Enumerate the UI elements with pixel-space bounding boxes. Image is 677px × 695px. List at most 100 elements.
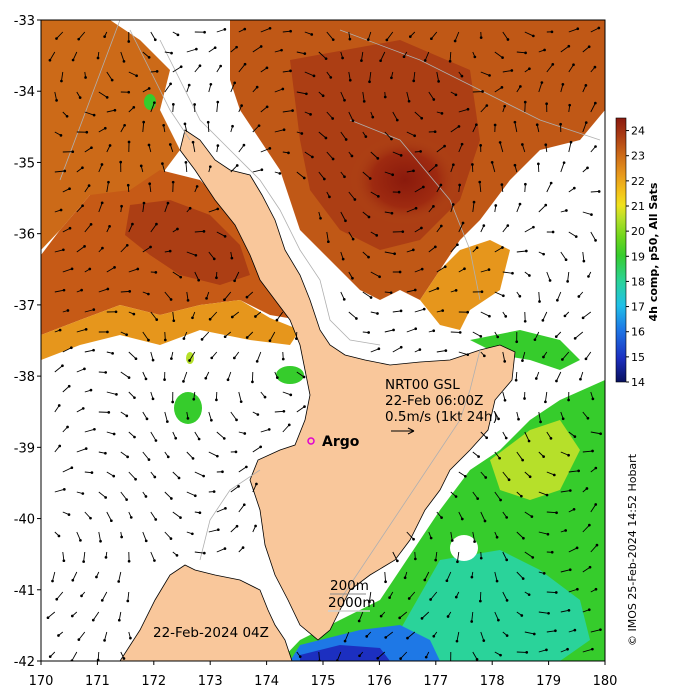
- current-arrow: [502, 31, 509, 40]
- current-arrow-head: [82, 560, 86, 563]
- current-arrow: [479, 182, 482, 193]
- current-arrow-head: [539, 420, 542, 424]
- current-arrow-head: [88, 267, 92, 271]
- current-arrow: [106, 71, 113, 81]
- sst-blob-3: [186, 352, 194, 364]
- current-arrow: [340, 91, 345, 101]
- current-arrow-head: [521, 359, 524, 362]
- current-arrow: [377, 651, 386, 659]
- current-arrow: [380, 51, 386, 61]
- colorbar-tick-label: 24: [631, 125, 645, 138]
- current-arrow-head: [331, 38, 335, 42]
- colorbar-tick-label: 15: [631, 351, 645, 364]
- current-arrow-head: [460, 517, 464, 521]
- current-arrow-head: [399, 309, 403, 313]
- current-arrow-head: [300, 132, 304, 135]
- current-arrow-head: [89, 516, 92, 520]
- current-arrow: [413, 71, 416, 81]
- current-arrow: [106, 182, 109, 193]
- current-arrow-head: [194, 253, 198, 257]
- current-arrow-head: [573, 336, 577, 340]
- current-arrow-head: [104, 496, 108, 499]
- current-arrow-head: [588, 523, 591, 527]
- current-arrow-head: [70, 466, 74, 470]
- current-arrow: [546, 271, 551, 281]
- current-arrow: [164, 411, 168, 422]
- current-arrow-head: [398, 270, 402, 274]
- current-arrow: [260, 106, 268, 113]
- current-arrow-head: [46, 616, 50, 620]
- current-arrow: [400, 651, 408, 659]
- current-arrow-head: [412, 537, 415, 541]
- current-arrow: [76, 205, 83, 213]
- current-arrow-head: [48, 58, 52, 62]
- current-arrow-head: [125, 414, 129, 418]
- current-arrow-head: [584, 357, 588, 361]
- current-arrow-head: [591, 397, 595, 401]
- current-arrow-head: [215, 276, 218, 280]
- current-arrow-head: [89, 222, 93, 226]
- x-tick-label: 179: [536, 674, 561, 689]
- current-arrow-head: [587, 275, 590, 278]
- current-arrow-head: [126, 599, 130, 603]
- current-arrow: [590, 27, 600, 33]
- current-arrow-head: [420, 226, 423, 230]
- current-arrow-head: [92, 348, 95, 352]
- current-arrow-head: [255, 482, 258, 486]
- current-arrow: [230, 165, 238, 173]
- current-arrow: [406, 289, 416, 293]
- current-arrow-head: [530, 515, 534, 518]
- current-arrow: [78, 31, 86, 40]
- current-arrow-head: [567, 398, 570, 402]
- current-arrow-head: [235, 524, 239, 528]
- current-arrow-head: [129, 636, 132, 640]
- current-arrow-head: [55, 98, 58, 102]
- current-arrow: [172, 66, 182, 73]
- current-arrow-head: [482, 354, 486, 358]
- current-arrow: [502, 591, 508, 601]
- current-arrow: [318, 171, 325, 180]
- current-arrow-head: [104, 371, 108, 374]
- current-arrow: [406, 328, 416, 333]
- current-arrow-head: [101, 246, 104, 250]
- current-arrow-head: [163, 378, 166, 381]
- current-arrow-head: [127, 90, 131, 94]
- current-arrow-head: [482, 639, 486, 643]
- current-arrow-head: [463, 267, 466, 271]
- current-arrow-head: [289, 393, 293, 397]
- current-arrow-head: [192, 397, 196, 401]
- current-arrow-head: [107, 411, 111, 414]
- current-arrow: [209, 311, 218, 320]
- current-arrow: [590, 504, 597, 513]
- current-arrow: [546, 182, 552, 193]
- current-arrow-head: [210, 418, 213, 422]
- current-arrow-head: [144, 377, 148, 381]
- contour-label-2000: 2000m: [328, 595, 376, 611]
- current-arrow: [150, 31, 156, 41]
- current-arrow: [84, 309, 94, 313]
- current-arrow-head: [395, 559, 399, 563]
- current-arrow-head: [57, 534, 61, 538]
- current-arrow-head: [216, 144, 220, 147]
- current-arrow-head: [466, 353, 470, 357]
- current-arrow: [522, 351, 526, 361]
- current-arrow-head: [107, 180, 110, 184]
- current-arrow-head: [223, 547, 227, 550]
- current-arrow-head: [198, 511, 202, 515]
- current-arrow: [450, 244, 458, 253]
- current-arrow-head: [155, 222, 158, 226]
- current-arrow-head: [187, 83, 191, 87]
- current-arrow-head: [585, 487, 589, 490]
- current-arrow: [516, 51, 526, 54]
- current-arrow: [546, 591, 557, 593]
- current-arrow-head: [497, 618, 500, 622]
- current-arrow-head: [422, 307, 426, 311]
- current-arrow-head: [576, 587, 579, 591]
- current-arrow-head: [99, 539, 102, 543]
- current-arrow-head: [235, 418, 238, 422]
- current-arrow: [538, 204, 547, 213]
- current-arrow: [238, 144, 245, 153]
- current-arrow: [480, 105, 488, 113]
- current-arrow-head: [133, 396, 136, 400]
